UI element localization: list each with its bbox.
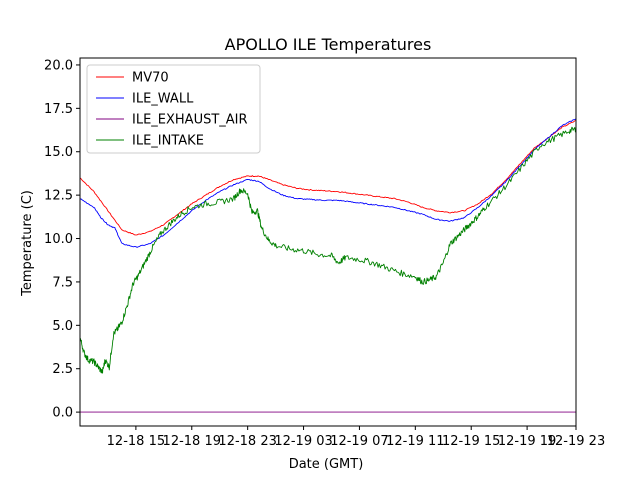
x-tick-label: 12-18 15 <box>107 434 165 449</box>
x-tick-label: 12-19 07 <box>330 434 388 449</box>
series-line-mv70 <box>79 120 577 236</box>
series-line-ile-intake <box>79 126 577 374</box>
y-tick-label: 2.5 <box>52 362 73 377</box>
legend-label: ILE_WALL <box>132 92 194 107</box>
x-tick-label: 12-18 19 <box>163 434 221 449</box>
series-layer <box>79 118 577 413</box>
series-line-ile-wall <box>79 118 577 248</box>
y-tick-label: 10.0 <box>44 232 73 247</box>
y-tick-label: 12.5 <box>44 189 73 204</box>
x-tick-label: 12-19 03 <box>274 434 332 449</box>
x-tick-label: 12-19 23 <box>547 434 605 449</box>
legend-label: ILE_EXHAUST_AIR <box>132 113 248 128</box>
legend-box <box>86 64 261 154</box>
legend-label: ILE_INTAKE <box>132 134 204 149</box>
x-axis-title: Date (GMT) <box>289 457 364 472</box>
y-tick-label: 0.0 <box>52 406 73 421</box>
y-tick-label: 20.0 <box>44 58 73 73</box>
chart-title: APOLLO ILE Temperatures <box>225 35 432 54</box>
y-axis: 0.0 2.5 5.0 7.5 10.0 12.5 15.0 17.5 20.0 <box>44 58 80 421</box>
y-axis-title: Temperature (C) <box>20 190 35 297</box>
x-tick-label: 12-19 11 <box>386 434 444 449</box>
x-tick-label: 12-19 19 <box>498 434 556 449</box>
y-tick-label: 15.0 <box>44 145 73 160</box>
x-tick-label: 12-18 23 <box>218 434 276 449</box>
legend: MV70 ILE_WALL ILE_EXHAUST_AIR ILE_INTAKE <box>86 64 261 154</box>
y-tick-label: 17.5 <box>44 102 73 117</box>
y-tick-label: 5.0 <box>52 319 73 334</box>
x-tick-label: 12-19 15 <box>442 434 500 449</box>
legend-label: MV70 <box>132 71 169 86</box>
y-tick-label: 7.5 <box>52 275 73 290</box>
plot-frame <box>79 57 577 427</box>
